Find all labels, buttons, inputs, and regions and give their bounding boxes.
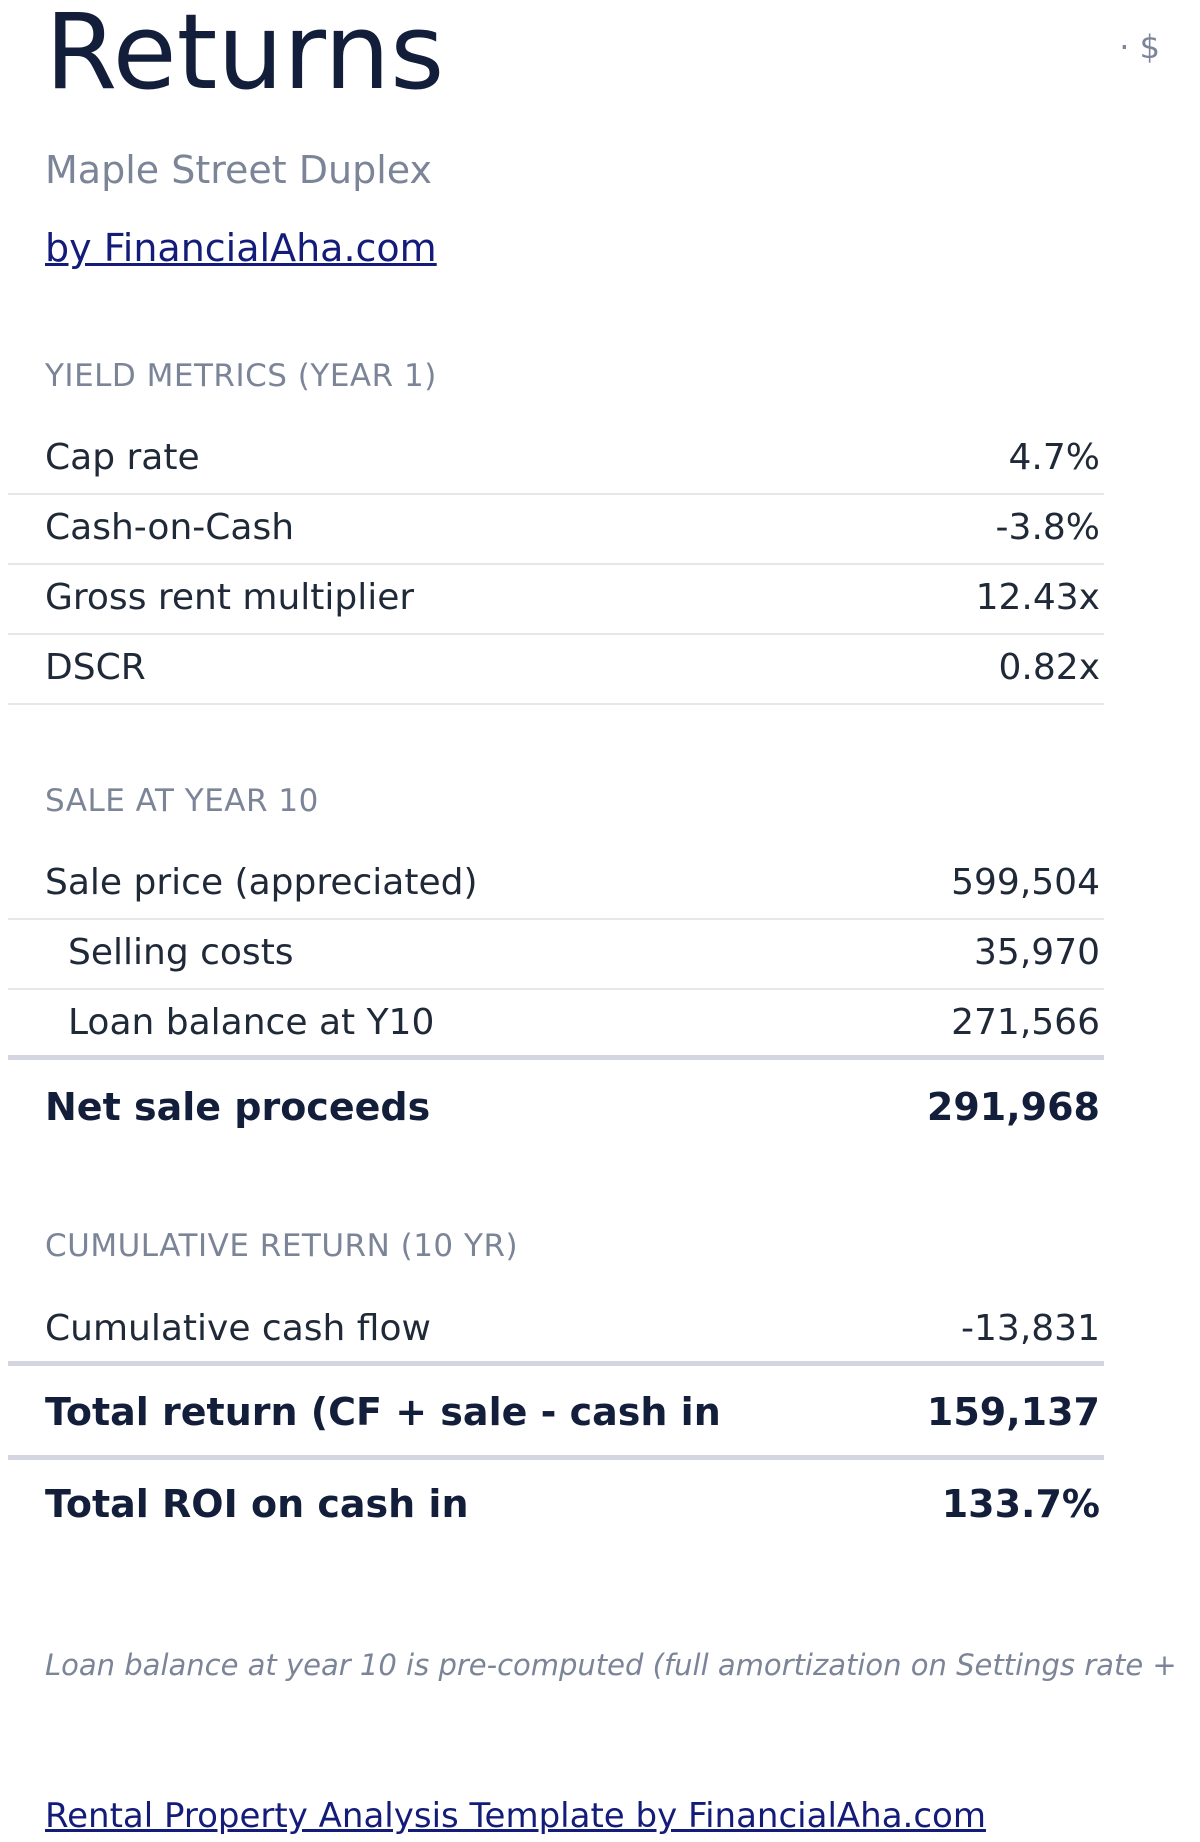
row-label: Cash-on-Cash [45, 507, 295, 548]
footer-link[interactable]: Rental Property Analysis Template by Fin… [45, 1796, 986, 1836]
page-title: Returns [45, 0, 445, 113]
row-label: Selling costs [68, 932, 294, 973]
cumulative-total-roi: Total ROI on cash in 133.7% [8, 1460, 1104, 1530]
property-name: Maple Street Duplex [45, 148, 432, 192]
row-value: -3.8% [995, 507, 1100, 548]
row-label: Cap rate [45, 437, 200, 478]
byline-link[interactable]: by FinancialAha.com [45, 226, 437, 270]
row-value: 35,970 [974, 932, 1100, 973]
sale-row-price: Sale price (appreciated) 599,504 [8, 850, 1104, 920]
metric-row-cash-on-cash: Cash-on-Cash -3.8% [8, 495, 1104, 565]
row-value: 271,566 [951, 1002, 1100, 1043]
total-label: Total ROI on cash in [45, 1482, 469, 1526]
row-value: 599,504 [951, 862, 1100, 903]
metric-row-grm: Gross rent multiplier 12.43x [8, 565, 1104, 635]
metric-row-dscr: DSCR 0.82x [8, 635, 1104, 705]
currency-indicator: · $ [1119, 28, 1160, 66]
section-heading-yield: YIELD METRICS (YEAR 1) [45, 358, 437, 394]
sale-total-net-proceeds: Net sale proceeds 291,968 [8, 1063, 1104, 1133]
row-label: Gross rent multiplier [45, 577, 415, 618]
total-value: 291,968 [926, 1085, 1100, 1129]
row-label: DSCR [45, 647, 146, 688]
section-heading-cumulative: CUMULATIVE RETURN (10 YR) [45, 1228, 519, 1264]
cumulative-row-cash-flow: Cumulative cash flow -13,831 [8, 1296, 1104, 1366]
sale-row-selling-costs: Selling costs 35,970 [8, 920, 1104, 990]
row-label: Loan balance at Y10 [68, 1002, 435, 1043]
total-label: Net sale proceeds [45, 1085, 431, 1129]
total-value: 159,137 [926, 1390, 1100, 1434]
footnote: Loan balance at year 10 is pre-computed … [45, 1648, 1177, 1682]
row-label: Sale price (appreciated) [45, 862, 478, 903]
row-value: 0.82x [998, 647, 1100, 688]
sale-row-loan-balance: Loan balance at Y10 271,566 [8, 990, 1104, 1060]
row-value: 12.43x [975, 577, 1100, 618]
total-value: 133.7% [941, 1482, 1100, 1526]
row-label: Cumulative cash flow [45, 1308, 431, 1349]
section-heading-sale: SALE AT YEAR 10 [45, 783, 319, 819]
row-value: -13,831 [961, 1308, 1100, 1349]
row-value: 4.7% [1008, 437, 1100, 478]
cumulative-total-return: Total return (CF + sale - cash in 159,13… [8, 1368, 1104, 1460]
total-label: Total return (CF + sale - cash in [45, 1390, 721, 1434]
metric-row-cap-rate: Cap rate 4.7% [8, 425, 1104, 495]
